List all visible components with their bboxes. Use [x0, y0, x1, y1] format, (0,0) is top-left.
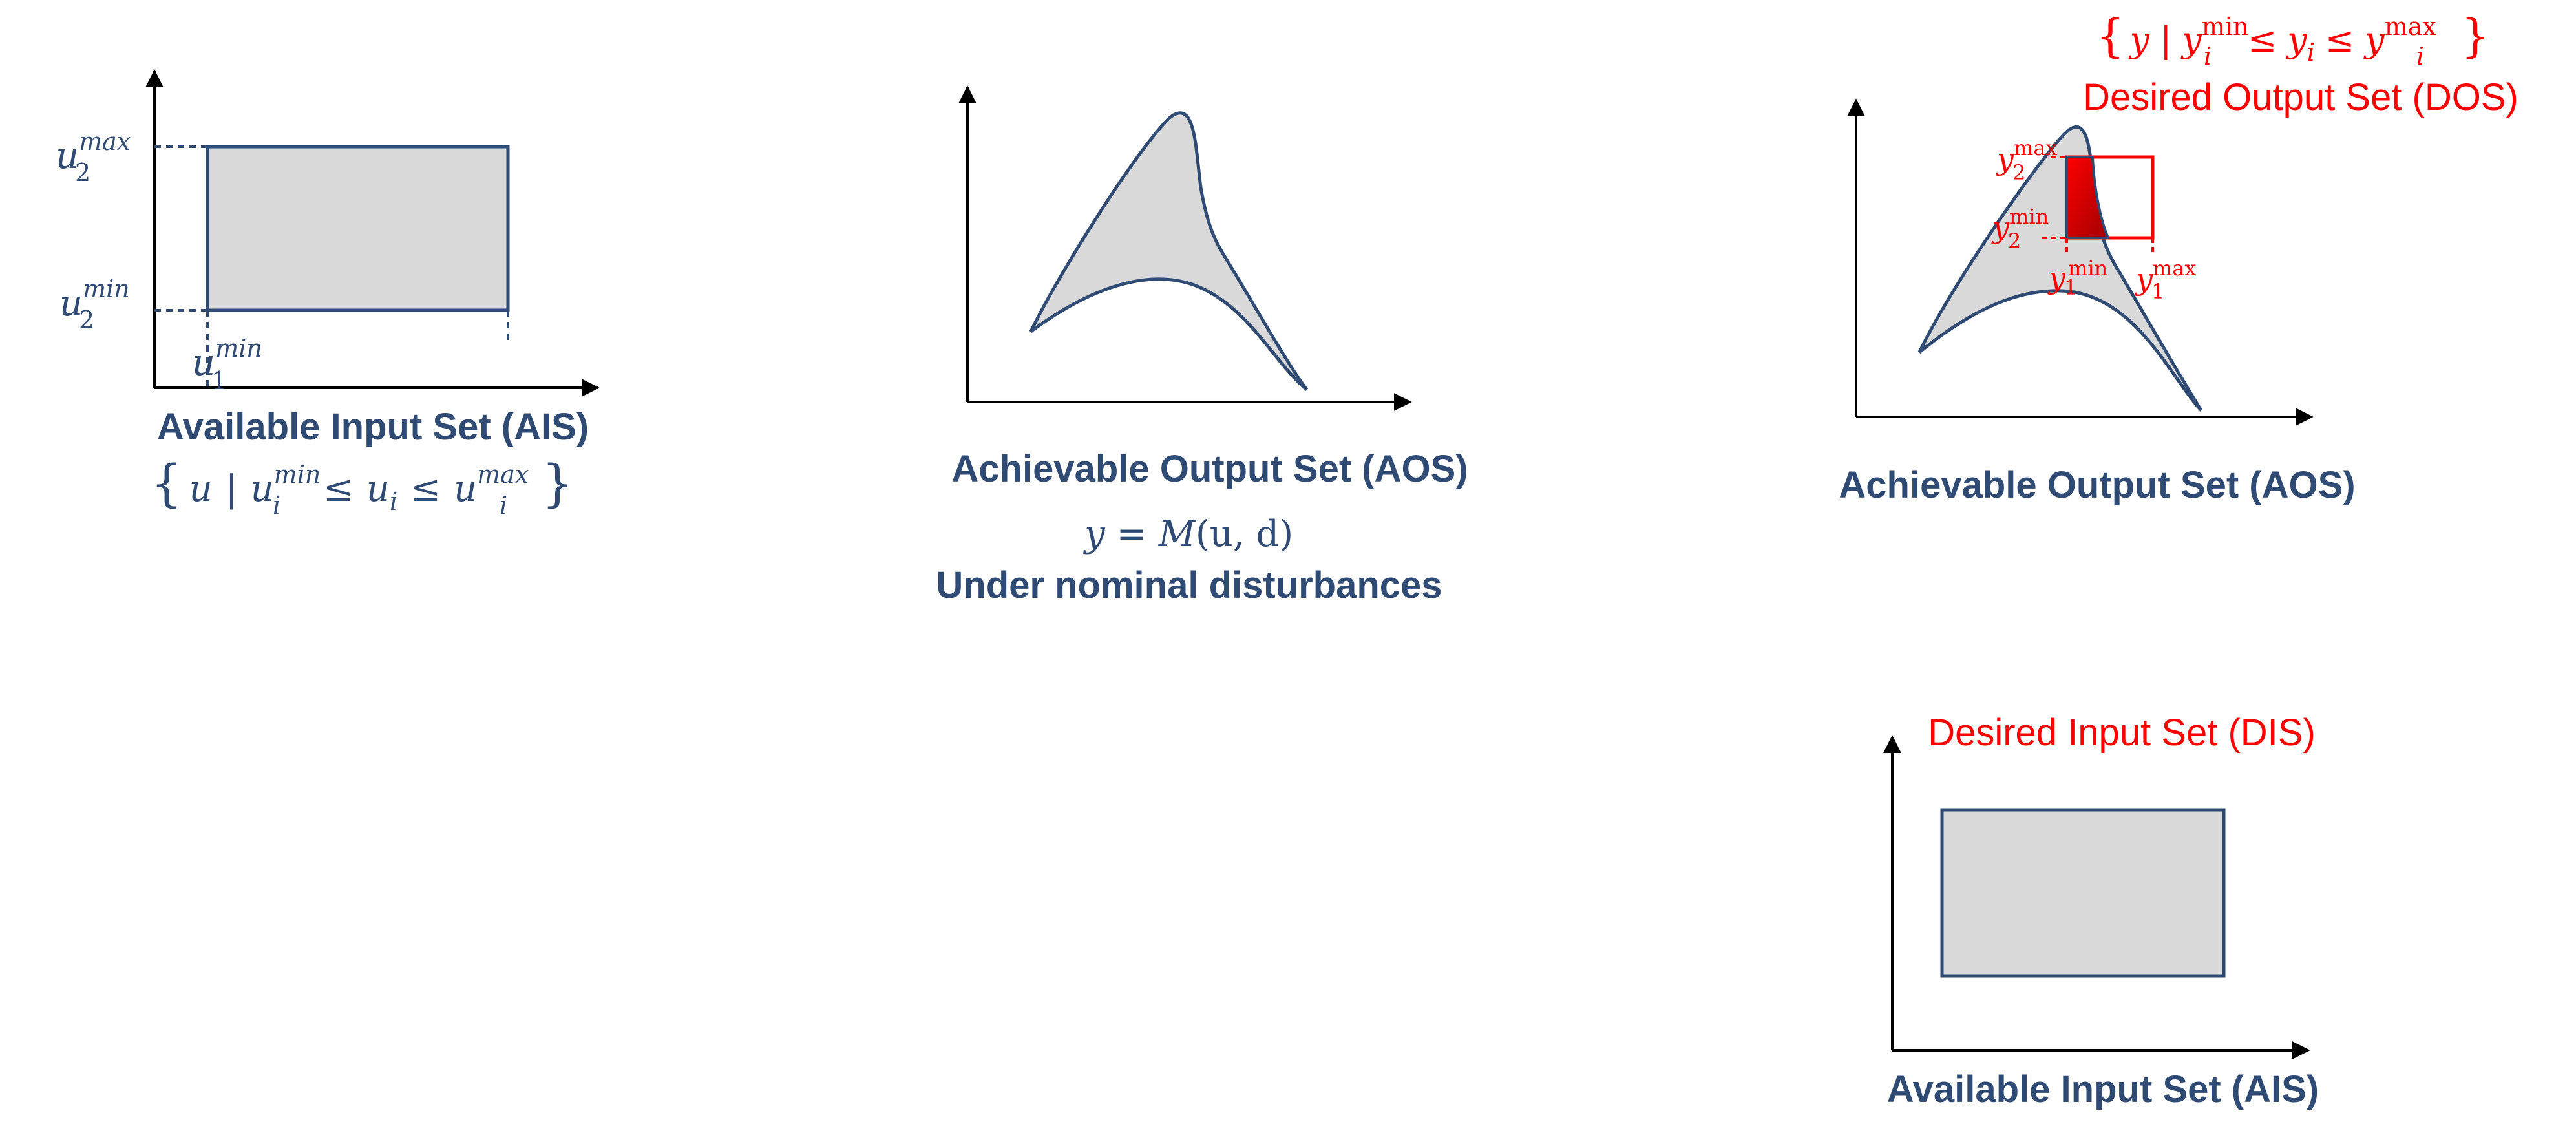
panel-ais-left: umax 2 umin 2 umin 1 Available Input Set (A…	[56, 69, 600, 520]
ais-rectangle	[206, 145, 510, 312]
panel-aos-middle: Achievable Output Set (AOS) y = M(u, d) Un…	[936, 85, 1468, 606]
label-y1-min: y min 1	[2047, 256, 2107, 300]
dos-title: Desired Output Set (DOS)	[2083, 76, 2518, 118]
aos-region	[1029, 111, 1309, 391]
nominal-disturbance-caption: Under nominal disturbances	[936, 564, 1442, 606]
label-u2-min: umin 2	[59, 275, 130, 334]
ais-set-definition: {u | umin i ≤ ui ≤ umax i}	[151, 455, 574, 520]
aos-dos-caption: Achievable Output Set (AOS)	[1839, 464, 2355, 506]
panel-dis-bottom: Desired Input Set (DIS) Available Input …	[1883, 712, 2319, 1110]
ais-caption: Available Input Set (AIS)	[157, 406, 589, 448]
dos-set-definition: {y | ymin i ≤ yi ≤ ymax i}	[2096, 10, 2490, 70]
label-y2-max: ymax 2	[1996, 136, 2057, 185]
label-u1-min: umin 1	[192, 334, 262, 395]
model-equation: y = M(u, d)	[1082, 513, 1293, 555]
aos-dos-region	[1917, 125, 2203, 412]
dis-caption: Available Input Set (AIS)	[1887, 1068, 2319, 1110]
panel-aos-dos-right: ymax 2 ymin 2 y min 1 ymax 1 {y | ymin i ≤ yi ≤ ymax…	[1839, 10, 2518, 506]
aos-caption: Achievable Output Set (AOS)	[951, 448, 1468, 490]
dis-title: Desired Input Set (DIS)	[1928, 712, 2316, 754]
label-y1-max: ymax 1	[2135, 256, 2196, 304]
dis-rectangle	[1940, 808, 2226, 978]
label-y2-min: ymin 2	[1991, 204, 2049, 253]
label-u2-max: umax 2	[56, 127, 131, 187]
dos-intersection	[2065, 156, 2111, 239]
